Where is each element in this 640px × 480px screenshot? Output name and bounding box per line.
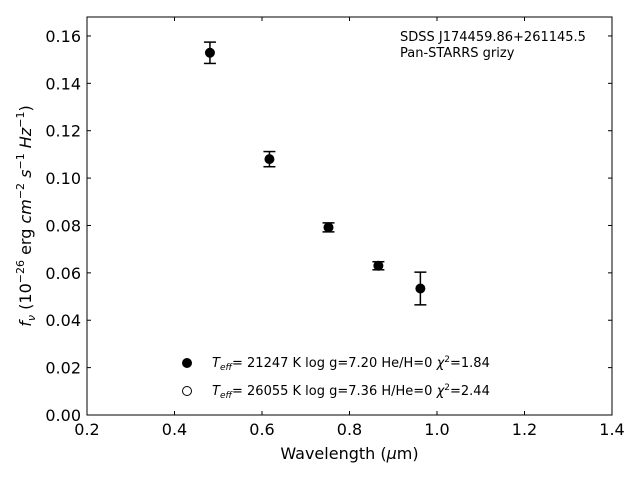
y-tick-label: 0.04 — [45, 311, 81, 330]
y-tick-label: 0.02 — [45, 359, 81, 378]
y-axis-label: fν (10−26 erg cm−2 s−1 Hz−1) — [14, 105, 38, 326]
legend-marker-filled — [182, 358, 192, 368]
x-tick-label: 0.8 — [337, 420, 362, 439]
y-tick-label: 0.06 — [45, 264, 81, 283]
x-axis-label: Wavelength (μm) — [280, 444, 418, 463]
y-axis-ticks: 0.00 0.02 0.04 0.06 0.08 0.10 0.12 0.14 0.16 — [45, 27, 612, 425]
legend: Teff= 21247 K log g=7.20 He/H=0 χ2=1.84 … — [182, 355, 490, 401]
x-tick-label: 1.2 — [512, 420, 537, 439]
data-point — [415, 283, 426, 294]
y-tick-label: 0.12 — [45, 122, 81, 141]
data-point — [264, 154, 275, 165]
data-point — [323, 222, 334, 233]
legend-entry-2: Teff= 26055 K log g=7.36 H/He=0 χ2=2.44 — [212, 383, 490, 401]
plot-area — [86, 16, 613, 416]
y-tick-label: 0.16 — [45, 27, 81, 46]
y-tick-label: 0.14 — [45, 74, 81, 93]
y-tick-label: 0.08 — [45, 216, 81, 235]
x-tick-label: 0.4 — [162, 420, 187, 439]
data-point — [204, 47, 215, 58]
y-tick-label: 0.00 — [45, 406, 81, 425]
x-tick-label: 1.0 — [424, 420, 449, 439]
x-tick-label: 0.6 — [249, 420, 274, 439]
x-tick-label: 1.4 — [599, 420, 624, 439]
data-points — [204, 47, 426, 294]
legend-marker-open — [182, 386, 192, 396]
legend-entry-1: Teff= 21247 K log g=7.20 He/H=0 χ2=1.84 — [212, 355, 490, 373]
x-axis-ticks: 0.2 0.4 0.6 0.8 1.0 1.2 1.4 — [74, 17, 625, 439]
annotation-line-2: Pan-STARRS grizy — [400, 46, 515, 61]
data-point — [373, 260, 384, 271]
annotation-line-1: SDSS J174459.86+261145.5 — [400, 30, 586, 45]
y-tick-label: 0.10 — [45, 169, 81, 188]
x-tick-label: 0.2 — [74, 420, 99, 439]
